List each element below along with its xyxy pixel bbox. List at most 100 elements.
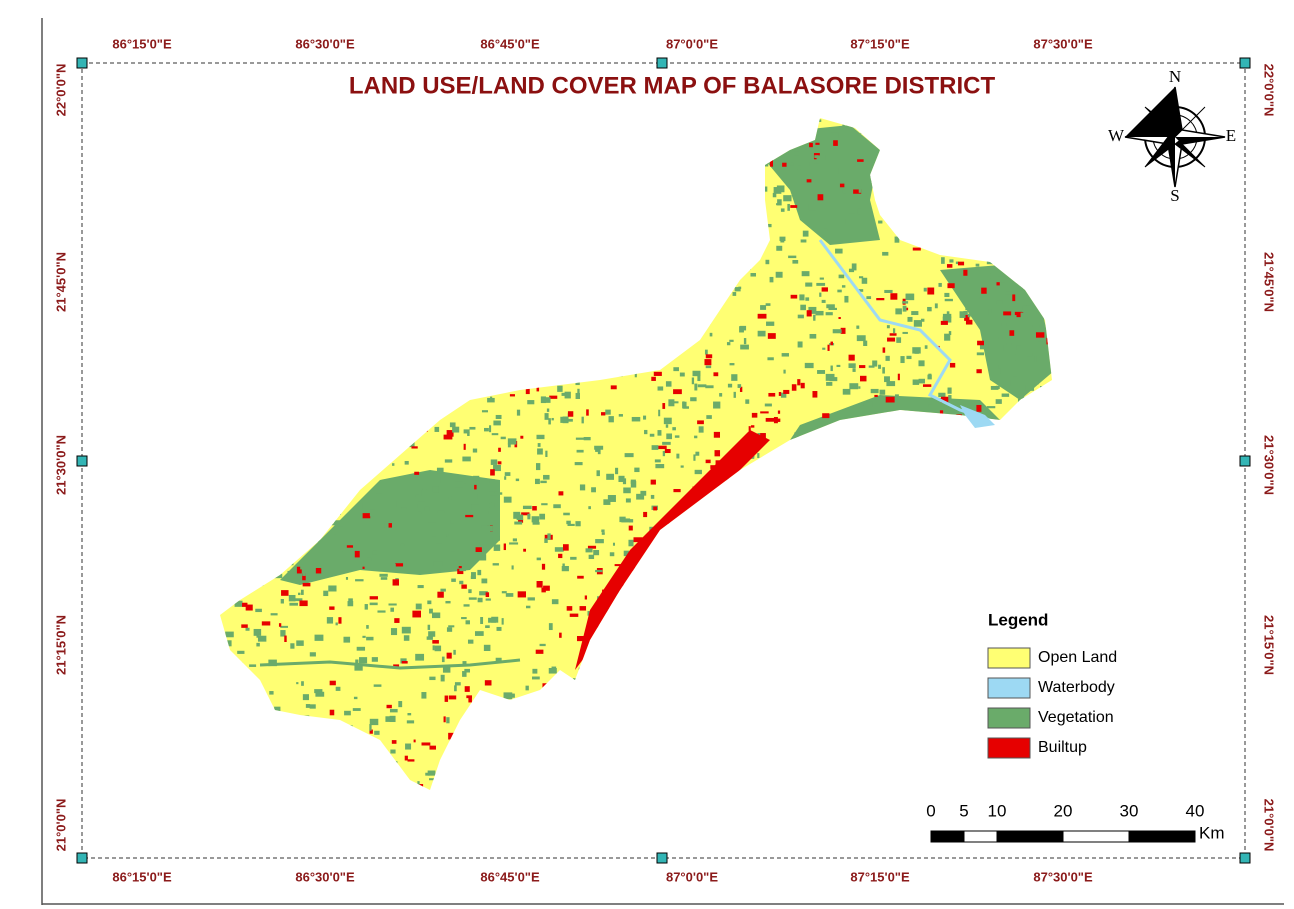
vegetation-patch: [631, 416, 641, 422]
vegetation-patch: [500, 436, 506, 440]
scale-label: 40: [1186, 801, 1205, 820]
vegetation-patch: [369, 724, 372, 731]
builtup-patch: [963, 269, 968, 276]
vegetation-patch: [459, 580, 464, 585]
vegetation-patch: [663, 417, 672, 425]
legend-title: Legend: [988, 610, 1048, 629]
vegetation-patch: [532, 676, 540, 680]
vegetation-patch: [256, 642, 260, 647]
vegetation-patch: [585, 548, 593, 553]
vegetation-patch: [401, 626, 411, 634]
vegetation-patch: [622, 478, 627, 485]
vegetation-patch: [345, 577, 349, 580]
vegetation-patch: [481, 578, 488, 584]
builtup-patch: [414, 471, 420, 475]
builtup-patch: [329, 606, 335, 610]
builtup-patch: [296, 566, 302, 574]
vegetation-patch: [479, 591, 488, 596]
builtup-patch: [586, 409, 589, 416]
vegetation-patch: [1010, 380, 1018, 387]
vegetation-patch: [434, 426, 440, 432]
builtup-patch: [412, 610, 422, 618]
vegetation-patch: [863, 340, 868, 346]
vegetation-patch: [302, 572, 306, 576]
builtup-patch: [1009, 330, 1015, 336]
vegetation-patch: [784, 160, 792, 164]
vegetation-patch: [557, 385, 563, 392]
vegetation-patch: [828, 307, 837, 311]
vegetation-patch: [328, 585, 337, 592]
vegetation-patch: [1032, 324, 1040, 328]
vegetation-patch: [472, 448, 478, 453]
vegetation-patch: [894, 394, 899, 400]
vegetation-patch: [446, 717, 450, 724]
vegetation-patch: [377, 610, 386, 613]
builtup-patch: [940, 396, 949, 403]
vegetation-patch: [496, 626, 502, 631]
vegetation-patch: [314, 634, 324, 641]
vegetation-patch: [389, 708, 398, 713]
vegetation-patch: [927, 306, 932, 312]
vegetation-patch: [895, 308, 902, 315]
vegetation-patch: [353, 696, 358, 700]
vegetation-patch: [775, 271, 783, 278]
vegetation-patch: [727, 383, 733, 388]
vegetation-patch: [436, 476, 441, 484]
builtup-patch: [278, 623, 282, 627]
vegetation-patch: [253, 628, 262, 636]
builtup-patch: [760, 411, 769, 414]
vegetation-patch: [1021, 358, 1026, 364]
vegetation-patch: [507, 438, 517, 445]
vegetation-patch: [343, 636, 351, 643]
builtup-patch: [464, 686, 470, 692]
builtup-patch: [446, 652, 452, 659]
vegetation-patch: [488, 617, 497, 623]
vegetation-patch: [813, 163, 820, 167]
selection-handles: [76, 57, 1251, 864]
builtup-patch: [800, 382, 805, 389]
vegetation-patch: [516, 409, 521, 416]
vegetation-patch: [858, 276, 864, 279]
vegetation-patch: [788, 255, 797, 259]
bottom-coord: 87°30'0"E: [1033, 869, 1093, 884]
vegetation-patch: [606, 473, 615, 480]
vegetation-patch: [432, 486, 439, 493]
scale-segment: [1128, 830, 1196, 843]
builtup-patch: [653, 506, 658, 511]
vegetation-patch: [913, 320, 922, 327]
vegetation-patch: [776, 245, 783, 251]
vegetation-patch: [797, 165, 801, 170]
vegetation-patch: [1019, 393, 1025, 399]
vegetation-patch: [403, 635, 410, 641]
vegetation-patch: [842, 124, 845, 130]
vegetation-patch: [942, 313, 952, 318]
vegetation-patch: [404, 460, 409, 465]
builtup-patch: [809, 142, 813, 148]
vegetation-patch: [615, 467, 619, 475]
vegetation-patch: [800, 304, 806, 311]
left-coord: 21°15'0"N: [53, 615, 68, 675]
vegetation-patch: [309, 652, 316, 657]
builtup-patch: [650, 479, 656, 485]
builtup-patch: [876, 298, 885, 301]
vegetation-patch: [536, 434, 545, 440]
vegetation-patch: [1019, 286, 1023, 291]
vegetation-patch: [388, 603, 397, 606]
vegetation-patch: [489, 502, 495, 508]
vegetation-patch: [237, 650, 245, 654]
builtup-patch: [957, 261, 965, 266]
vegetation-patch: [483, 644, 491, 651]
vegetation-patch: [477, 554, 487, 561]
vegetation-patch: [446, 533, 449, 537]
vegetation-patch: [274, 706, 281, 714]
builtup-patch: [939, 410, 944, 416]
builtup-patch: [517, 591, 526, 598]
vegetation-patch: [790, 162, 794, 166]
vegetation-patch: [504, 472, 511, 476]
vegetation-patch: [729, 363, 735, 366]
vegetation-patch: [597, 450, 601, 455]
builtup-patch: [927, 287, 935, 295]
vegetation-patch: [1001, 393, 1010, 397]
scale-segment: [996, 830, 1064, 843]
builtup-patch: [713, 372, 719, 377]
